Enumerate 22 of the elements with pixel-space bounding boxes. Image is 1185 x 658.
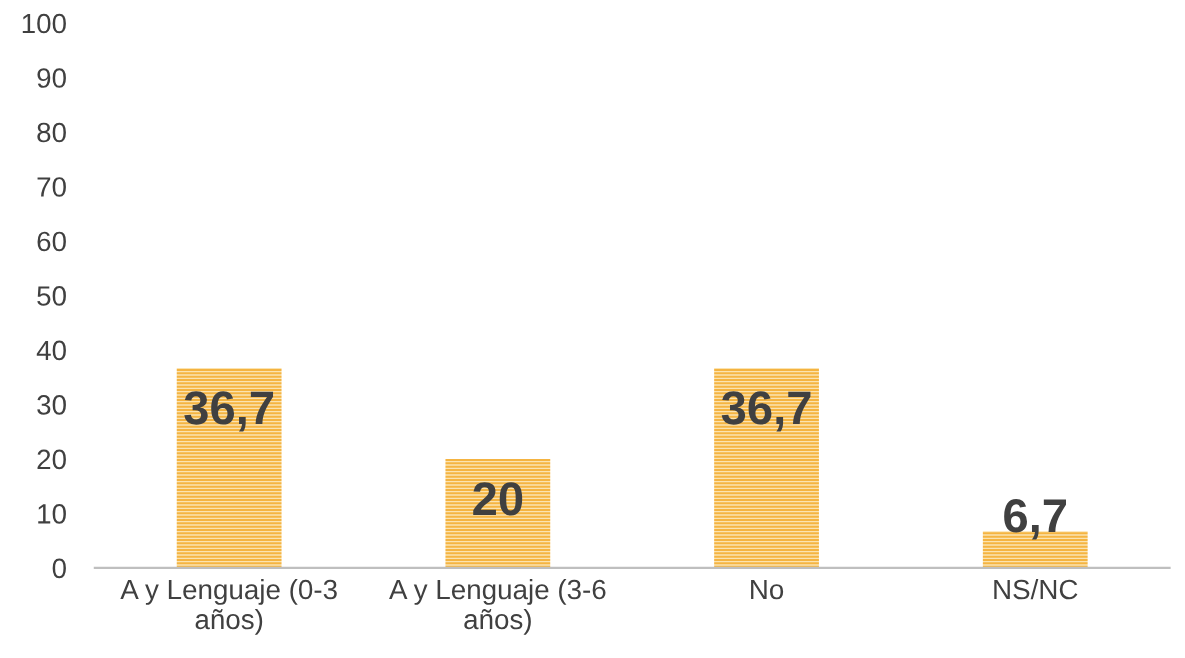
bar: [714, 367, 819, 568]
y-tick-label: 0: [52, 558, 66, 579]
y-tick-label: 60: [37, 231, 66, 252]
data-label: 6,7: [1004, 499, 1066, 540]
y-tick-label: 70: [37, 177, 66, 197]
y-tick-label: 30: [37, 395, 66, 415]
x-tick-label: NS/NC: [994, 578, 1078, 600]
y-tick-label: 40: [36, 340, 66, 361]
data-label: 20: [473, 482, 523, 516]
y-tick-label: 20: [37, 449, 66, 470]
y-tick-label: 100: [22, 13, 66, 34]
y-tick-label: 10: [38, 504, 66, 524]
data-label: 36,7: [721, 391, 811, 432]
x-tick-label: A y Lenguaje (3-6 años): [389, 578, 606, 635]
y-tick-label: 90: [37, 68, 66, 88]
bar: [445, 458, 551, 568]
y-tick-label: 50: [37, 286, 66, 306]
bar: [176, 367, 282, 568]
x-tick-label: No: [751, 579, 784, 600]
data-label: 36,7: [184, 391, 274, 432]
y-tick-label: 80: [37, 122, 66, 143]
x-tick-label: A y Lenguaje (0-3 años): [120, 578, 337, 635]
